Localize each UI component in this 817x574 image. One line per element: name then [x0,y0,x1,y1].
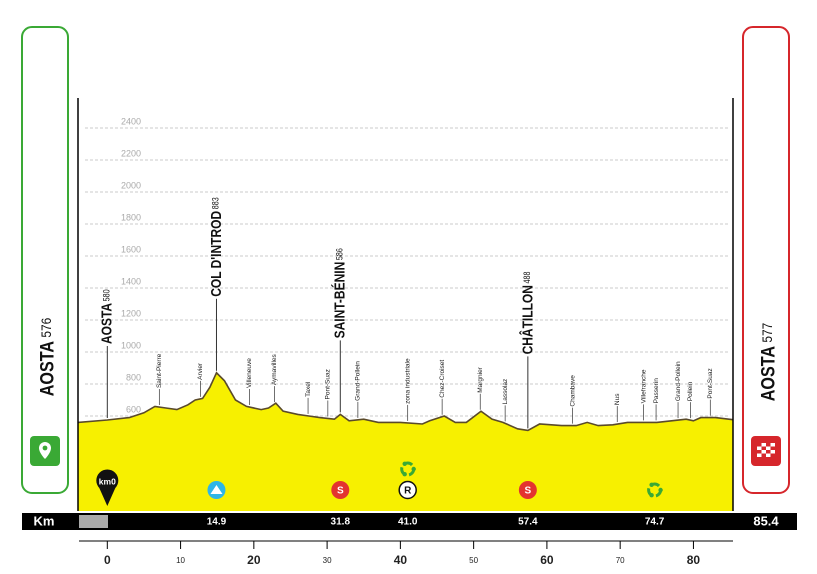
place-label: Aymavilles [271,353,278,385]
sprint-circle [331,481,350,499]
km-point-label: 74.7 [645,517,665,528]
marker-start: km0 [96,469,119,506]
checkered-flag [757,443,775,457]
marker-sprint: S [331,481,350,499]
y-tick-label: 2200 [121,148,141,158]
start-label: AOSTA 576 [36,318,58,397]
x-tick-label: 60 [540,553,554,567]
place-label: SAINT-BÉNIN 586 [331,248,348,339]
place-label: Chambave [569,375,576,407]
y-tick-label: 1200 [121,308,141,318]
place-label: Nus [614,393,621,405]
place-name: CHÂTILLON [519,285,536,354]
km-point-label: 31.8 [331,517,351,528]
x-tick-label: 50 [469,556,478,565]
km-point-label: 41.0 [398,517,418,528]
pin-icon [39,442,51,459]
finish-label: AOSTA 577 [757,323,779,402]
place-label: AOSTA 580 [98,289,115,344]
recycle-arrow [402,461,407,467]
y-tick-label: 2000 [121,180,141,190]
x-tick-label: 70 [616,556,625,565]
marker-feed: R [398,461,417,500]
place-label: Villefranche [640,369,647,403]
profile-line [77,371,734,432]
place-label: Pont-Suaz [325,369,332,399]
place-label: Pont-Suaz [707,368,714,398]
start-panel [21,26,69,494]
place-elevation: 586 [335,248,345,260]
y-tick-label: 1600 [121,244,141,254]
x-tick-label: 30 [323,556,332,565]
place-label: Grand-Pollein [355,361,362,401]
place-label: COL D'INTROD 883 [207,197,224,297]
recycle-arrow [411,466,416,472]
flag-checks [757,443,775,457]
start-pin-label: km0 [99,476,116,486]
sprint-label: S [337,486,344,497]
finish-name: AOSTA [757,346,779,402]
y-tick-label: 1400 [121,276,141,286]
place-label: Saint-Pierre [156,353,163,388]
marker-waste [647,482,663,498]
x-tick-label: 20 [247,553,261,567]
place-label: zona industriale [404,358,411,404]
place-label: Chez-Croiset [439,360,446,398]
y-tick-label: 600 [126,404,141,414]
x-tick-label: 0 [104,553,111,567]
start-pin [96,469,119,506]
km-point-label: 14.9 [207,517,227,528]
place-name: COL D'INTROD [207,211,224,297]
place-elevation: 883 [211,197,221,209]
flag-base [757,443,775,457]
start-elevation: 576 [39,318,55,338]
feed-circle [398,480,417,500]
km-bar [22,513,797,530]
km-label: Km [34,513,55,528]
recycle-arrow [649,482,654,488]
place-label: Villeneuve [246,358,253,388]
km-start-box [79,515,108,528]
recycle-arrow [402,471,407,477]
place-label: Margnier [477,366,484,392]
place-label: CHÂTILLON 488 [519,271,536,354]
place-label: Taxel [305,381,312,397]
recycle-arrow [649,492,654,498]
km-point-label: 57.4 [518,517,538,528]
marker-climb [207,481,226,499]
place-label: Passerin [653,378,660,404]
pin-dot [42,445,48,451]
place-label: Pollein [687,381,694,401]
marker-sprint: S [518,481,537,499]
x-tick-label: 40 [394,553,408,567]
km-point-label: 85.4 [753,513,779,528]
y-tick-label: 2400 [121,116,141,126]
place-elevation: 488 [523,271,533,283]
sprint-circle [518,481,537,499]
sprint-label: S [525,486,532,497]
place-label: Arvier [197,362,204,380]
y-tick-label: 800 [126,372,141,382]
start-name: AOSTA [36,341,58,397]
finish-panel [742,26,790,494]
y-tick-label: 1800 [121,212,141,222]
finish-elevation: 577 [760,323,776,343]
place-label: Lassolaz [502,379,509,405]
climb-mountain [210,485,223,494]
place-name: SAINT-BÉNIN [331,262,348,339]
profile-area [78,372,733,511]
place-name: AOSTA [98,303,115,344]
x-tick-label: 10 [176,556,185,565]
recycle-arrow [658,487,663,493]
place-label: Grand-Pollein [675,361,682,401]
place-elevation: 580 [102,289,112,301]
y-tick-label: 1000 [121,340,141,350]
feed-label: R [404,486,412,497]
x-tick-label: 80 [687,553,701,567]
